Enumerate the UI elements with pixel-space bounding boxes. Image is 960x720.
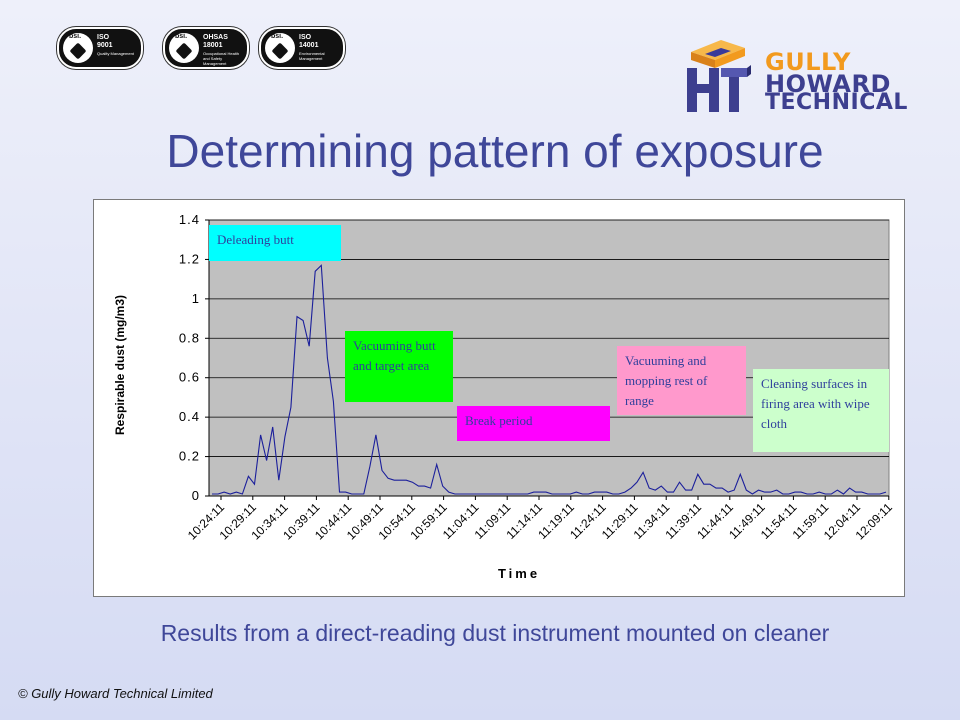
y-tick-label: 1 <box>192 291 200 306</box>
y-tick-label: 0.4 <box>179 409 200 424</box>
y-tick-label: 1.4 <box>179 212 200 227</box>
slide-title: Determining pattern of exposure <box>166 125 824 177</box>
logo-wordmark-technical: TECHNICAL <box>765 90 908 115</box>
annotation-break-period: Break period <box>457 406 610 441</box>
iso-9001-badge: bsi. ISO 9001 Quality Management <box>57 27 143 69</box>
dust-exposure-chart: 0 0.2 0.4 0.6 0.8 1 1.2 1.4 10:24:11 10:29:11 10:3… <box>93 199 905 597</box>
logo-wordmark-howard: HOWARD <box>765 70 891 98</box>
y-tick-label: 0.8 <box>179 330 200 345</box>
dust-concentration-line <box>212 264 887 495</box>
copyright-notice: © Gully Howard Technical Limited <box>18 686 213 701</box>
chart-canvas: 00.20.40.60.811.21.410:24:1110:29:1110:3… <box>113 212 895 581</box>
y-tick-label: 0.6 <box>179 370 200 385</box>
y-tick-label: 0 <box>192 488 200 503</box>
iso-14001-badge: bsi. ISO 14001 Environmental Management <box>259 27 345 69</box>
y-axis-label: Respirable dust (mg/m3) <box>113 295 127 435</box>
y-tick-label: 0.2 <box>179 449 200 464</box>
slide-subtitle: Results from a direct-reading dust instr… <box>160 620 830 646</box>
bsi-kitemark-icon <box>169 33 199 63</box>
annotation-cleaning-surfaces: Cleaning surfaces in firing area with wi… <box>753 369 889 452</box>
gully-howard-logo-icon <box>687 40 751 112</box>
ohsas-18001-badge: bsi. OHSAS 18001 Occupational Health and… <box>163 27 249 69</box>
plot-area <box>208 219 890 497</box>
annotation-vacuuming-butt: Vacuuming butt and target area <box>345 331 453 402</box>
annotation-deleading-butt: Deleading butt <box>209 225 341 261</box>
x-axis-label: Time <box>498 566 540 581</box>
bsi-kitemark-icon <box>63 33 93 63</box>
y-tick-label: 1.2 <box>179 251 200 266</box>
annotation-vacuuming-mopping: Vacuuming and mopping rest of range <box>617 346 746 415</box>
logo-wordmark-gully: GULLY <box>765 48 851 76</box>
bsi-kitemark-icon <box>265 33 295 63</box>
